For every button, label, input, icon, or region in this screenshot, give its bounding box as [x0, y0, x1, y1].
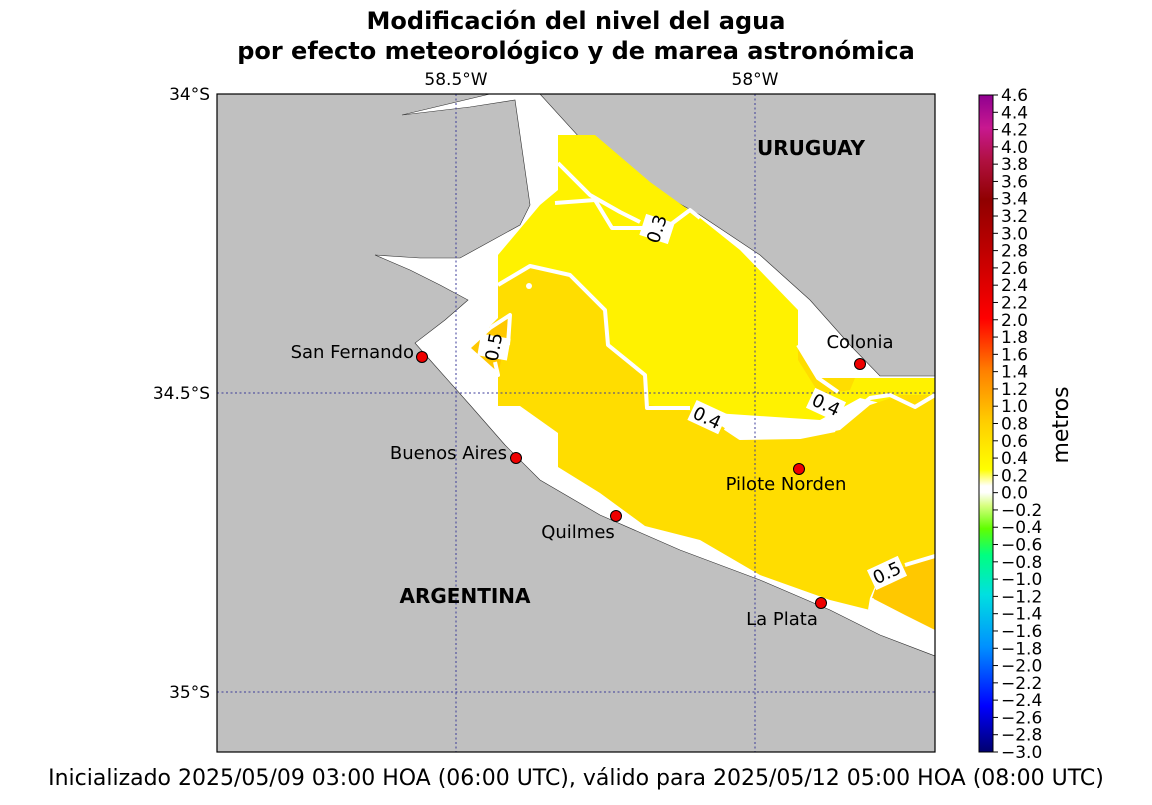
- colorbar-tick-label: 2.0: [1001, 311, 1028, 331]
- map-frame: [216, 93, 936, 753]
- colorbar-tick-label: 1.8: [1001, 328, 1028, 348]
- lon-label-58w: 58°W: [732, 70, 779, 90]
- contour-0.3: [554, 161, 702, 230]
- colorbar-tick-label: 4.4: [1001, 103, 1028, 123]
- lat-label-35s: 35°S: [169, 683, 210, 703]
- colorbar-tick-label: 0.6: [1001, 432, 1028, 452]
- colorbar-tick-label: −2.8: [1001, 726, 1042, 746]
- colorbar-tick-label: 3.2: [1001, 207, 1028, 227]
- station-label-la-plata: La Plata: [746, 609, 818, 630]
- colorbar-tick-label: 0.0: [1001, 484, 1028, 504]
- colorbar-tick-label: 0.8: [1001, 415, 1028, 435]
- station-marker-san-fernando[interactable]: [416, 351, 428, 363]
- station-label-colonia: Colonia: [826, 332, 893, 353]
- graticule: [217, 94, 935, 752]
- colorbar-tick-label: 4.6: [1001, 86, 1028, 106]
- station-marker-pilote-norden[interactable]: [793, 463, 805, 475]
- colorbar-tick-label: −3.0: [1001, 743, 1042, 763]
- contour-0.4: [496, 264, 935, 440]
- colorbar-tick-label: 4.0: [1001, 138, 1028, 158]
- contour-label-0.5-west: 0.5: [482, 331, 508, 363]
- colorbar-tick-label: −0.2: [1001, 501, 1042, 521]
- lat-label-34.5s: 34.5°S: [153, 384, 210, 404]
- validity-footer: Inicializado 2025/05/09 03:00 HOA (06:00…: [48, 766, 1104, 791]
- colorbar-tick-label: −1.6: [1001, 622, 1042, 642]
- station-label-buenos-aires: Buenos Aires: [390, 443, 507, 464]
- colorbar-tick-label: −1.4: [1001, 605, 1042, 625]
- colorbar-gradient: [978, 94, 994, 753]
- colorbar-tick-label: −0.4: [1001, 518, 1042, 538]
- colorbar-tick-label: 3.0: [1001, 224, 1028, 244]
- contour-lines: [466, 161, 935, 611]
- colorbar-tick-label: 0.2: [1001, 466, 1028, 486]
- colorbar-tick-label: −0.8: [1001, 553, 1042, 573]
- country-label-uruguay: URUGUAY: [757, 136, 865, 160]
- station-label-san-fernando: San Fernando: [291, 342, 414, 363]
- colorbar-tick-label: −1.2: [1001, 587, 1042, 607]
- colorbar-tick-label: −1.0: [1001, 570, 1042, 590]
- stations: San Fernando Buenos Aires Quilmes Coloni…: [291, 332, 894, 630]
- contour-0.5: [466, 313, 935, 611]
- title-line-2: por efecto meteorológico y de marea astr…: [237, 37, 915, 65]
- colorbar: 4.64.44.24.03.83.63.43.23.02.82.62.42.22…: [978, 86, 1074, 763]
- map-title: Modificación del nivel del agua por efec…: [0, 6, 1152, 66]
- colorbar-tick-label: 1.6: [1001, 345, 1028, 365]
- title-line-1: Modificación del nivel del agua: [366, 7, 786, 35]
- lon-label-58.5w: 58.5°W: [424, 70, 487, 90]
- station-marker-quilmes[interactable]: [610, 510, 622, 522]
- colorbar-tick-label: 1.2: [1001, 380, 1028, 400]
- station-marker-buenos-aires[interactable]: [510, 452, 522, 464]
- colorbar-tick-label: 1.0: [1001, 397, 1028, 417]
- colorbar-tick-label: −1.8: [1001, 639, 1042, 659]
- colorbar-tick-label: 2.8: [1001, 242, 1028, 262]
- station-marker-colonia[interactable]: [854, 358, 866, 370]
- lat-label-34s: 34°S: [169, 85, 210, 105]
- colorbar-label: metros: [1049, 386, 1074, 463]
- colorbar-tick-label: 2.4: [1001, 276, 1028, 296]
- station-label-quilmes: Quilmes: [541, 522, 615, 543]
- colorbar-tick-label: 4.2: [1001, 121, 1028, 141]
- colorbar-tick-label: 1.4: [1001, 363, 1028, 383]
- colorbar-tick-label: 0.4: [1001, 449, 1028, 469]
- water-spot: [526, 283, 532, 289]
- colorbar-tick-label: 3.6: [1001, 172, 1028, 192]
- colorbar-tick-label: 2.2: [1001, 293, 1028, 313]
- station-label-pilote-norden: Pilote Norden: [726, 474, 847, 495]
- colorbar-ticks: 4.64.44.24.03.83.63.43.23.02.82.62.42.22…: [993, 86, 1042, 763]
- colorbar-tick-label: −0.6: [1001, 536, 1042, 556]
- colorbar-tick-label: −2.4: [1001, 691, 1042, 711]
- level-zone-0.4-0.5: [468, 268, 935, 610]
- map-area: 0.3 0.5 0.4 0.4 0.5 URUGUAY ARGENTINA Sa…: [217, 94, 935, 752]
- colorbar-tick-label: −2.6: [1001, 708, 1042, 728]
- country-label-argentina: ARGENTINA: [400, 584, 532, 608]
- colorbar-tick-label: 2.6: [1001, 259, 1028, 279]
- station-marker-la-plata[interactable]: [815, 597, 827, 609]
- colorbar-tick-label: −2.0: [1001, 657, 1042, 677]
- colorbar-tick-label: 3.4: [1001, 190, 1028, 210]
- colorbar-tick-label: −2.2: [1001, 674, 1042, 694]
- colorbar-tick-label: 3.8: [1001, 155, 1028, 175]
